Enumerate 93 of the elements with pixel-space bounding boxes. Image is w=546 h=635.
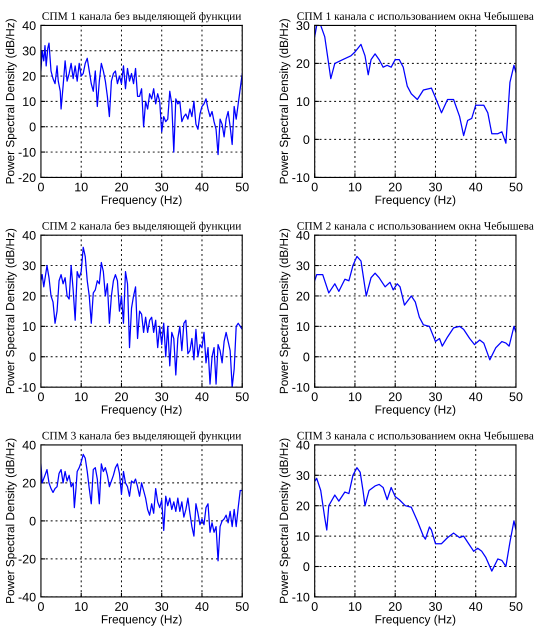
x-tick-label: 0 bbox=[312, 392, 318, 402]
y-tick-label: 0 bbox=[303, 562, 310, 572]
y-tick-label: 20 bbox=[296, 502, 310, 510]
y-tick-label: 10 bbox=[296, 532, 310, 541]
y-tick-label: 10 bbox=[23, 322, 36, 331]
chart-title: СПМ 3 канала без выделяющей функции bbox=[42, 431, 242, 442]
x-tick-label: 10 bbox=[75, 602, 88, 611]
x-tick-label: 10 bbox=[348, 602, 362, 611]
y-axis-title: Power Spectral Density (dB/Hz) bbox=[279, 438, 290, 603]
x-tick-label: 20 bbox=[388, 392, 402, 402]
x-tick-label: 50 bbox=[510, 392, 522, 402]
x-axis-title: Frequency (Hz) bbox=[102, 405, 182, 416]
x-tick-label: 0 bbox=[38, 392, 44, 402]
x-tick-label: 50 bbox=[236, 392, 249, 402]
y-axis-title: Power Spectral Density (dB/Hz) bbox=[6, 228, 17, 394]
y-tick-label: 0 bbox=[30, 516, 36, 526]
x-tick-label: 0 bbox=[312, 602, 318, 611]
x-tick-label: 20 bbox=[115, 602, 128, 611]
x-axis-title: Frequency (Hz) bbox=[376, 614, 456, 626]
x-tick-label: 0 bbox=[38, 182, 44, 192]
y-tick-label: 20 bbox=[22, 72, 36, 81]
x-tick-label: 30 bbox=[428, 392, 442, 402]
y-tick-label: -20 bbox=[18, 554, 36, 564]
y-axis-title: Power Spectral Density (dB/Hz) bbox=[6, 438, 17, 603]
x-tick-label: 40 bbox=[195, 182, 208, 192]
x-tick-label: 50 bbox=[236, 182, 249, 192]
x-tick-label: 30 bbox=[428, 602, 442, 611]
y-tick-label: 20 bbox=[22, 292, 36, 301]
y-tick-label: -10 bbox=[292, 382, 310, 392]
x-tick-label: 0 bbox=[38, 602, 44, 611]
y-tick-label: 30 bbox=[22, 261, 36, 270]
y-tick-label: 20 bbox=[296, 59, 310, 68]
x-tick-label: 10 bbox=[348, 392, 362, 402]
x-tick-label: 40 bbox=[469, 182, 482, 192]
x-tick-label: 0 bbox=[312, 182, 318, 192]
y-tick-label: -10 bbox=[292, 173, 310, 182]
y-axis-title: Power Spectral Density (dB/Hz) bbox=[279, 228, 290, 394]
line-series bbox=[40, 42, 242, 156]
y-tick-label: 0 bbox=[30, 352, 36, 362]
y-axis-title: Power Spectral Density (dB/Hz) bbox=[279, 19, 290, 184]
y-tick-label: 40 bbox=[22, 440, 36, 450]
y-tick-label: 20 bbox=[296, 292, 310, 301]
y-tick-label: 10 bbox=[296, 322, 310, 331]
y-tick-label: 10 bbox=[296, 97, 310, 106]
y-tick-label: 40 bbox=[22, 21, 36, 30]
y-tick-label: 0 bbox=[303, 135, 310, 144]
y-tick-label: -40 bbox=[18, 592, 36, 602]
x-tick-label: 40 bbox=[469, 392, 482, 402]
y-tick-label: 10 bbox=[23, 97, 36, 106]
x-tick-label: 30 bbox=[155, 182, 168, 192]
y-tick-label: 30 bbox=[296, 471, 310, 480]
y-tick-label: -10 bbox=[18, 382, 36, 392]
chart-title: СПМ 2 канала с использованием окна Чебышева bbox=[297, 221, 534, 230]
line-series bbox=[314, 256, 516, 360]
x-tick-label: 30 bbox=[155, 392, 168, 402]
line-series bbox=[40, 454, 242, 562]
x-axis-title: Frequency (Hz) bbox=[376, 405, 456, 416]
x-tick-label: 30 bbox=[155, 602, 168, 611]
x-axis-title: Frequency (Hz) bbox=[376, 195, 456, 206]
y-tick-label: 40 bbox=[22, 230, 36, 240]
y-tick-label: 40 bbox=[296, 230, 310, 240]
x-tick-label: 50 bbox=[510, 182, 522, 192]
y-tick-label: -20 bbox=[18, 173, 36, 182]
y-tick-label: 30 bbox=[22, 46, 36, 56]
y-tick-label: 20 bbox=[22, 478, 36, 488]
x-tick-label: 10 bbox=[75, 182, 88, 192]
chart-title: СПМ 3 канала с использованием окна Чебышева bbox=[297, 431, 534, 440]
x-tick-label: 20 bbox=[115, 182, 128, 192]
x-tick-label: 30 bbox=[428, 182, 442, 192]
x-axis-title: Frequency (Hz) bbox=[102, 614, 182, 626]
y-tick-label: 40 bbox=[296, 440, 310, 450]
y-tick-label: -10 bbox=[292, 592, 310, 602]
x-tick-label: 40 bbox=[469, 602, 482, 611]
y-tick-label: 0 bbox=[303, 352, 310, 362]
x-tick-label: 50 bbox=[510, 602, 522, 611]
x-tick-label: 40 bbox=[195, 392, 208, 402]
x-tick-label: 10 bbox=[348, 182, 362, 192]
y-tick-label: 30 bbox=[296, 21, 310, 30]
chart-title: СПМ 1 канала с использованием окна Чебышева bbox=[297, 12, 534, 20]
chart-title: СПМ 2 канала без выделяющей функции bbox=[42, 221, 242, 232]
y-tick-label: 0 bbox=[30, 122, 36, 132]
x-tick-label: 20 bbox=[388, 602, 402, 611]
x-axis-title: Frequency (Hz) bbox=[102, 195, 182, 206]
x-tick-label: 20 bbox=[115, 392, 128, 402]
y-tick-label: 30 bbox=[296, 261, 310, 270]
x-tick-label: 20 bbox=[388, 182, 402, 192]
x-tick-label: 50 bbox=[236, 602, 249, 611]
y-tick-label: -10 bbox=[18, 148, 36, 157]
line-series bbox=[314, 467, 516, 572]
chart-title: СПМ 1 канала без выделяющей функции bbox=[42, 12, 242, 22]
y-axis-title: Power Spectral Density (dB/Hz) bbox=[6, 19, 17, 184]
x-tick-label: 10 bbox=[75, 392, 88, 402]
x-tick-label: 40 bbox=[195, 602, 208, 611]
